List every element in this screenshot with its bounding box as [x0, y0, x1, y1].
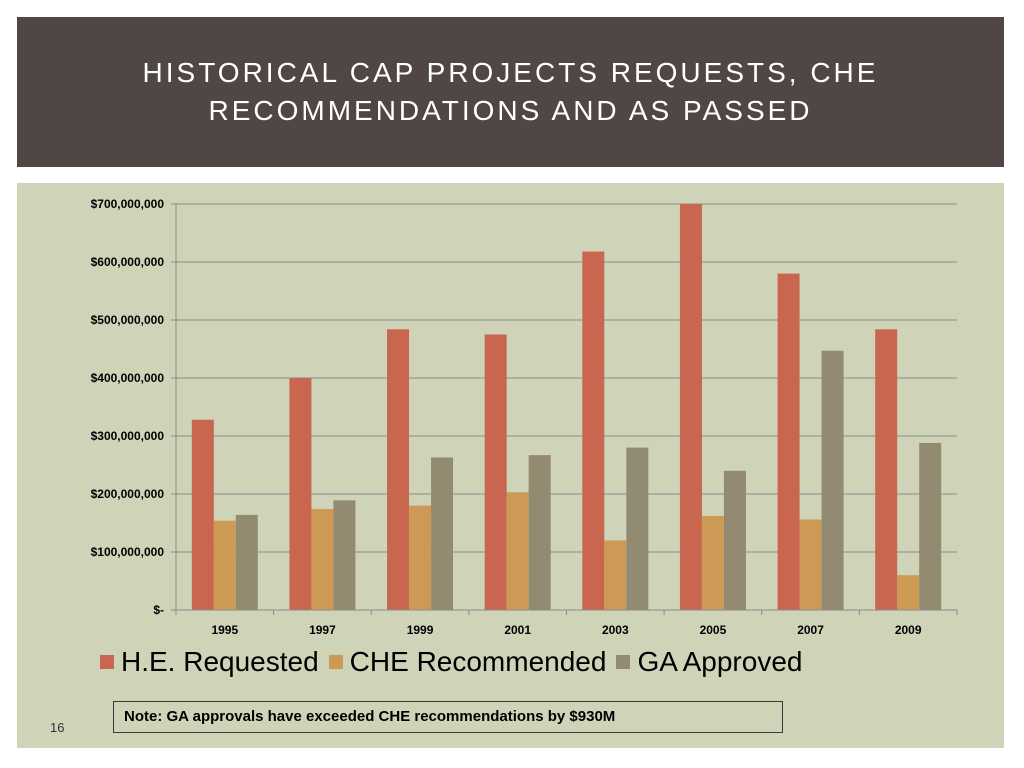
bar-ga-approved-1997 — [333, 500, 356, 610]
slide-title: HISTORICAL CAP PROJECTS REQUESTS, CHE RE… — [142, 57, 879, 126]
y-tick-label: $700,000,000 — [91, 197, 165, 211]
y-tick-label: $400,000,000 — [91, 371, 165, 385]
bar-ga-approved-1995 — [235, 514, 258, 610]
bar-che-recommended-1997 — [311, 509, 334, 610]
bar-chart: $- $100,000,000 $200,000,000 $300,000,000 $4… — [91, 197, 958, 637]
legend-item-ga-approved: GA Approved — [616, 646, 802, 678]
bar-che-recommended-2009 — [897, 575, 920, 610]
y-tick-label: $300,000,000 — [91, 429, 165, 443]
legend-item-che-recommended: CHE Recommended — [328, 646, 607, 678]
bar-che-recommended-1999 — [409, 505, 432, 610]
x-tick-label-1997: 1997 — [309, 623, 336, 637]
bar-che-recommended-1995 — [213, 520, 236, 610]
note-box: Note: GA approvals have exceeded CHE rec… — [113, 701, 783, 733]
bar-h-e-requested-1995 — [191, 419, 214, 610]
bar-che-recommended-2003 — [604, 540, 627, 610]
bar-h-e-requested-2005 — [679, 204, 702, 610]
bar-ga-approved-2009 — [919, 442, 942, 610]
legend-swatch-che-recommended — [328, 655, 343, 669]
x-tick-label-2003: 2003 — [602, 623, 629, 637]
chart-legend: H.E. Requested CHE Recommended GA Approv… — [100, 646, 802, 678]
bar-ga-approved-1999 — [431, 457, 454, 610]
x-tick-label-2001: 2001 — [504, 623, 531, 637]
bar-che-recommended-2001 — [506, 492, 529, 610]
bar-ga-approved-2001 — [528, 455, 551, 610]
x-tick-label-2009: 2009 — [895, 623, 922, 637]
bar-h-e-requested-2007 — [777, 273, 800, 610]
y-tick-label: $- — [153, 603, 164, 617]
x-tick-label-2005: 2005 — [700, 623, 727, 637]
y-tick-label: $500,000,000 — [91, 313, 165, 327]
bar-che-recommended-2005 — [701, 516, 724, 610]
page-number: 16 — [50, 720, 65, 735]
chart-panel: $- $100,000,000 $200,000,000 $300,000,000 $4… — [17, 183, 1004, 748]
legend-swatch-ga-approved — [616, 655, 631, 669]
bar-h-e-requested-1997 — [289, 378, 312, 610]
y-tick-label: $200,000,000 — [91, 487, 165, 501]
bar-h-e-requested-2001 — [484, 334, 507, 610]
bar-ga-approved-2003 — [626, 447, 649, 610]
bar-ga-approved-2007 — [821, 350, 844, 610]
bar-h-e-requested-1999 — [387, 329, 410, 610]
y-tick-label: $600,000,000 — [91, 255, 165, 269]
legend-item-he-requested: H.E. Requested — [100, 646, 319, 678]
bar-che-recommended-2007 — [799, 519, 822, 610]
y-tick-label: $100,000,000 — [91, 545, 165, 559]
title-bar: HISTORICAL CAP PROJECTS REQUESTS, CHE RE… — [17, 17, 1004, 167]
bar-ga-approved-2005 — [723, 470, 746, 610]
x-tick-label-2007: 2007 — [797, 623, 824, 637]
legend-label-he-requested: H.E. Requested — [121, 646, 319, 677]
x-tick-label-1995: 1995 — [211, 623, 238, 637]
legend-label-ga-approved: GA Approved — [637, 646, 803, 677]
bar-h-e-requested-2003 — [582, 251, 605, 610]
legend-label-che-recommended: CHE Recommended — [349, 646, 607, 677]
legend-swatch-he-requested — [100, 655, 114, 669]
bar-h-e-requested-2009 — [875, 329, 898, 610]
x-tick-label-1999: 1999 — [407, 623, 434, 637]
